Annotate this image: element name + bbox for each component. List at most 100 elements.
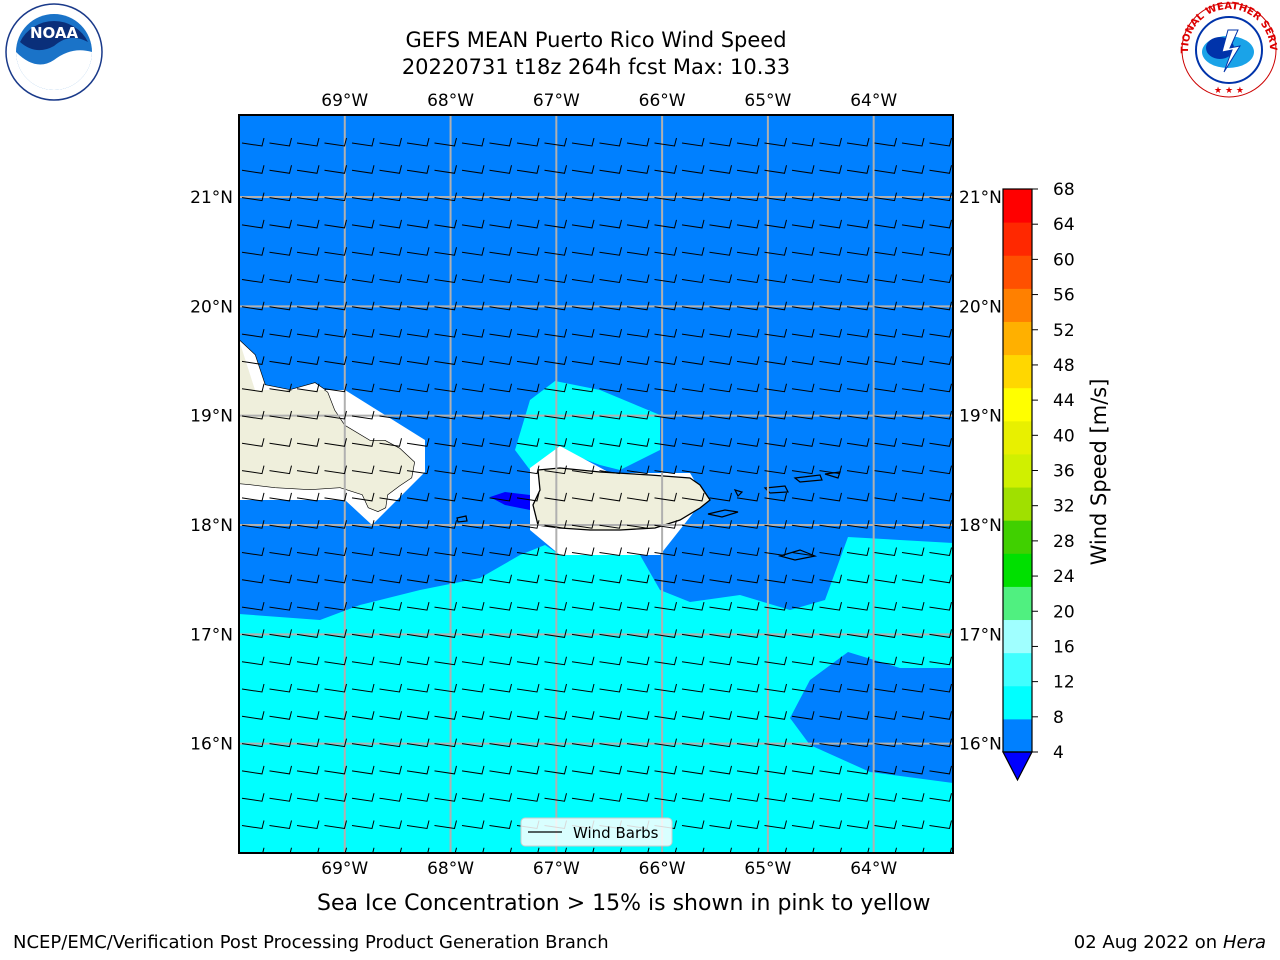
wind-barb xyxy=(929,820,952,830)
wind-barb xyxy=(379,574,402,584)
wind-barb xyxy=(379,820,402,830)
wind-barb xyxy=(296,683,320,693)
wind-barb xyxy=(874,274,897,284)
wind-barb xyxy=(654,438,677,447)
wind-barb xyxy=(324,656,347,666)
wind-barb xyxy=(571,192,595,202)
wind-barb xyxy=(351,520,375,529)
colorbar-tick-label: 4 xyxy=(1053,743,1064,763)
wind-barb xyxy=(681,711,705,720)
wind-barb xyxy=(406,219,430,229)
wind-barb xyxy=(874,383,897,393)
wind-barb xyxy=(269,137,292,147)
wind-barb xyxy=(406,574,430,584)
wind-barb xyxy=(764,793,787,802)
wind-barb xyxy=(599,656,622,666)
wind-barb xyxy=(324,219,347,229)
wind-barb xyxy=(626,574,650,584)
wind-barb xyxy=(379,520,402,529)
wind-barb xyxy=(874,820,897,830)
wind-barb xyxy=(296,738,320,748)
wind-barb xyxy=(434,601,457,611)
wind-barb xyxy=(901,301,925,311)
wind-barbs xyxy=(241,137,952,853)
wind-barb xyxy=(654,137,677,147)
wind-barb xyxy=(379,274,402,284)
wind-barb xyxy=(461,492,485,502)
wind-barb xyxy=(626,765,650,775)
wind-barb xyxy=(819,656,842,666)
wind-barb xyxy=(764,765,787,775)
wind-barb xyxy=(681,219,705,229)
wind-barb xyxy=(764,165,787,174)
wind-barb xyxy=(489,629,512,638)
colorbar-tick-label: 68 xyxy=(1053,180,1075,200)
wind-barb xyxy=(874,465,897,475)
wind-barb xyxy=(791,192,815,202)
wind-barb xyxy=(269,247,292,256)
wind-barb xyxy=(599,465,622,475)
legend-label: Wind Barbs xyxy=(573,824,659,842)
lon-label-top: 64°W xyxy=(850,91,897,111)
wind-barb xyxy=(516,711,540,720)
wind-barb xyxy=(929,574,952,584)
wind-barb xyxy=(516,520,540,529)
colorbar-swatch xyxy=(1003,387,1032,422)
wind-barb xyxy=(764,247,787,256)
wind-barb xyxy=(819,137,842,147)
wind-barb xyxy=(489,383,512,393)
wind-barb xyxy=(654,711,677,720)
wind-barb xyxy=(901,438,925,447)
colorbar-swatch xyxy=(1003,189,1032,223)
wind-barb xyxy=(791,683,815,693)
wind-barb xyxy=(874,492,897,502)
wind-barb xyxy=(599,492,622,502)
wind-barb xyxy=(406,192,430,202)
wind-barb xyxy=(351,192,375,202)
wind-barb xyxy=(709,738,732,748)
wind-barb xyxy=(406,301,430,311)
wind-barb xyxy=(241,356,265,365)
colorbar-tick-label: 40 xyxy=(1053,426,1075,446)
wind-barb xyxy=(626,465,650,475)
lat-label-left: 20°N xyxy=(190,297,233,317)
wind-barb xyxy=(434,492,457,502)
wind-barb xyxy=(351,601,375,611)
wind-barb xyxy=(736,137,760,147)
wind-barb xyxy=(791,137,815,147)
wind-barb xyxy=(681,793,705,802)
lon-label-bottom: 67°W xyxy=(533,859,580,879)
wind-barb xyxy=(709,574,732,584)
wind-barb xyxy=(874,765,897,775)
wind-barb xyxy=(296,820,320,830)
wind-barb xyxy=(874,683,897,693)
wind-barb xyxy=(379,247,402,256)
wind-barb xyxy=(874,793,897,802)
wind-barbs-legend[interactable]: Wind Barbs xyxy=(520,817,673,847)
colorbar-under-arrow xyxy=(1002,751,1033,782)
wind-barb xyxy=(379,847,402,853)
wind-barb xyxy=(351,547,375,557)
wind-barb xyxy=(736,793,760,802)
wind-barb xyxy=(571,629,595,638)
wind-barb xyxy=(709,683,732,693)
wind-barb xyxy=(351,247,375,256)
wind-barb xyxy=(846,629,870,638)
colorbar-tick-label: 52 xyxy=(1053,321,1075,341)
wind-barb xyxy=(516,738,540,748)
wind-barb xyxy=(434,547,457,557)
wind-barb xyxy=(461,356,485,365)
wind-barb xyxy=(351,492,375,502)
wind-barb xyxy=(269,656,292,666)
wind-barb xyxy=(296,711,320,720)
wind-barb xyxy=(434,383,457,393)
wind-barb xyxy=(434,137,457,147)
wind-barb xyxy=(736,738,760,748)
wind-barb xyxy=(241,410,265,420)
wind-barb xyxy=(736,601,760,611)
wind-barb xyxy=(571,301,595,311)
wind-barb xyxy=(874,738,897,748)
wind-barb xyxy=(929,738,952,748)
wind-barb xyxy=(241,383,265,393)
wind-barb xyxy=(599,574,622,584)
